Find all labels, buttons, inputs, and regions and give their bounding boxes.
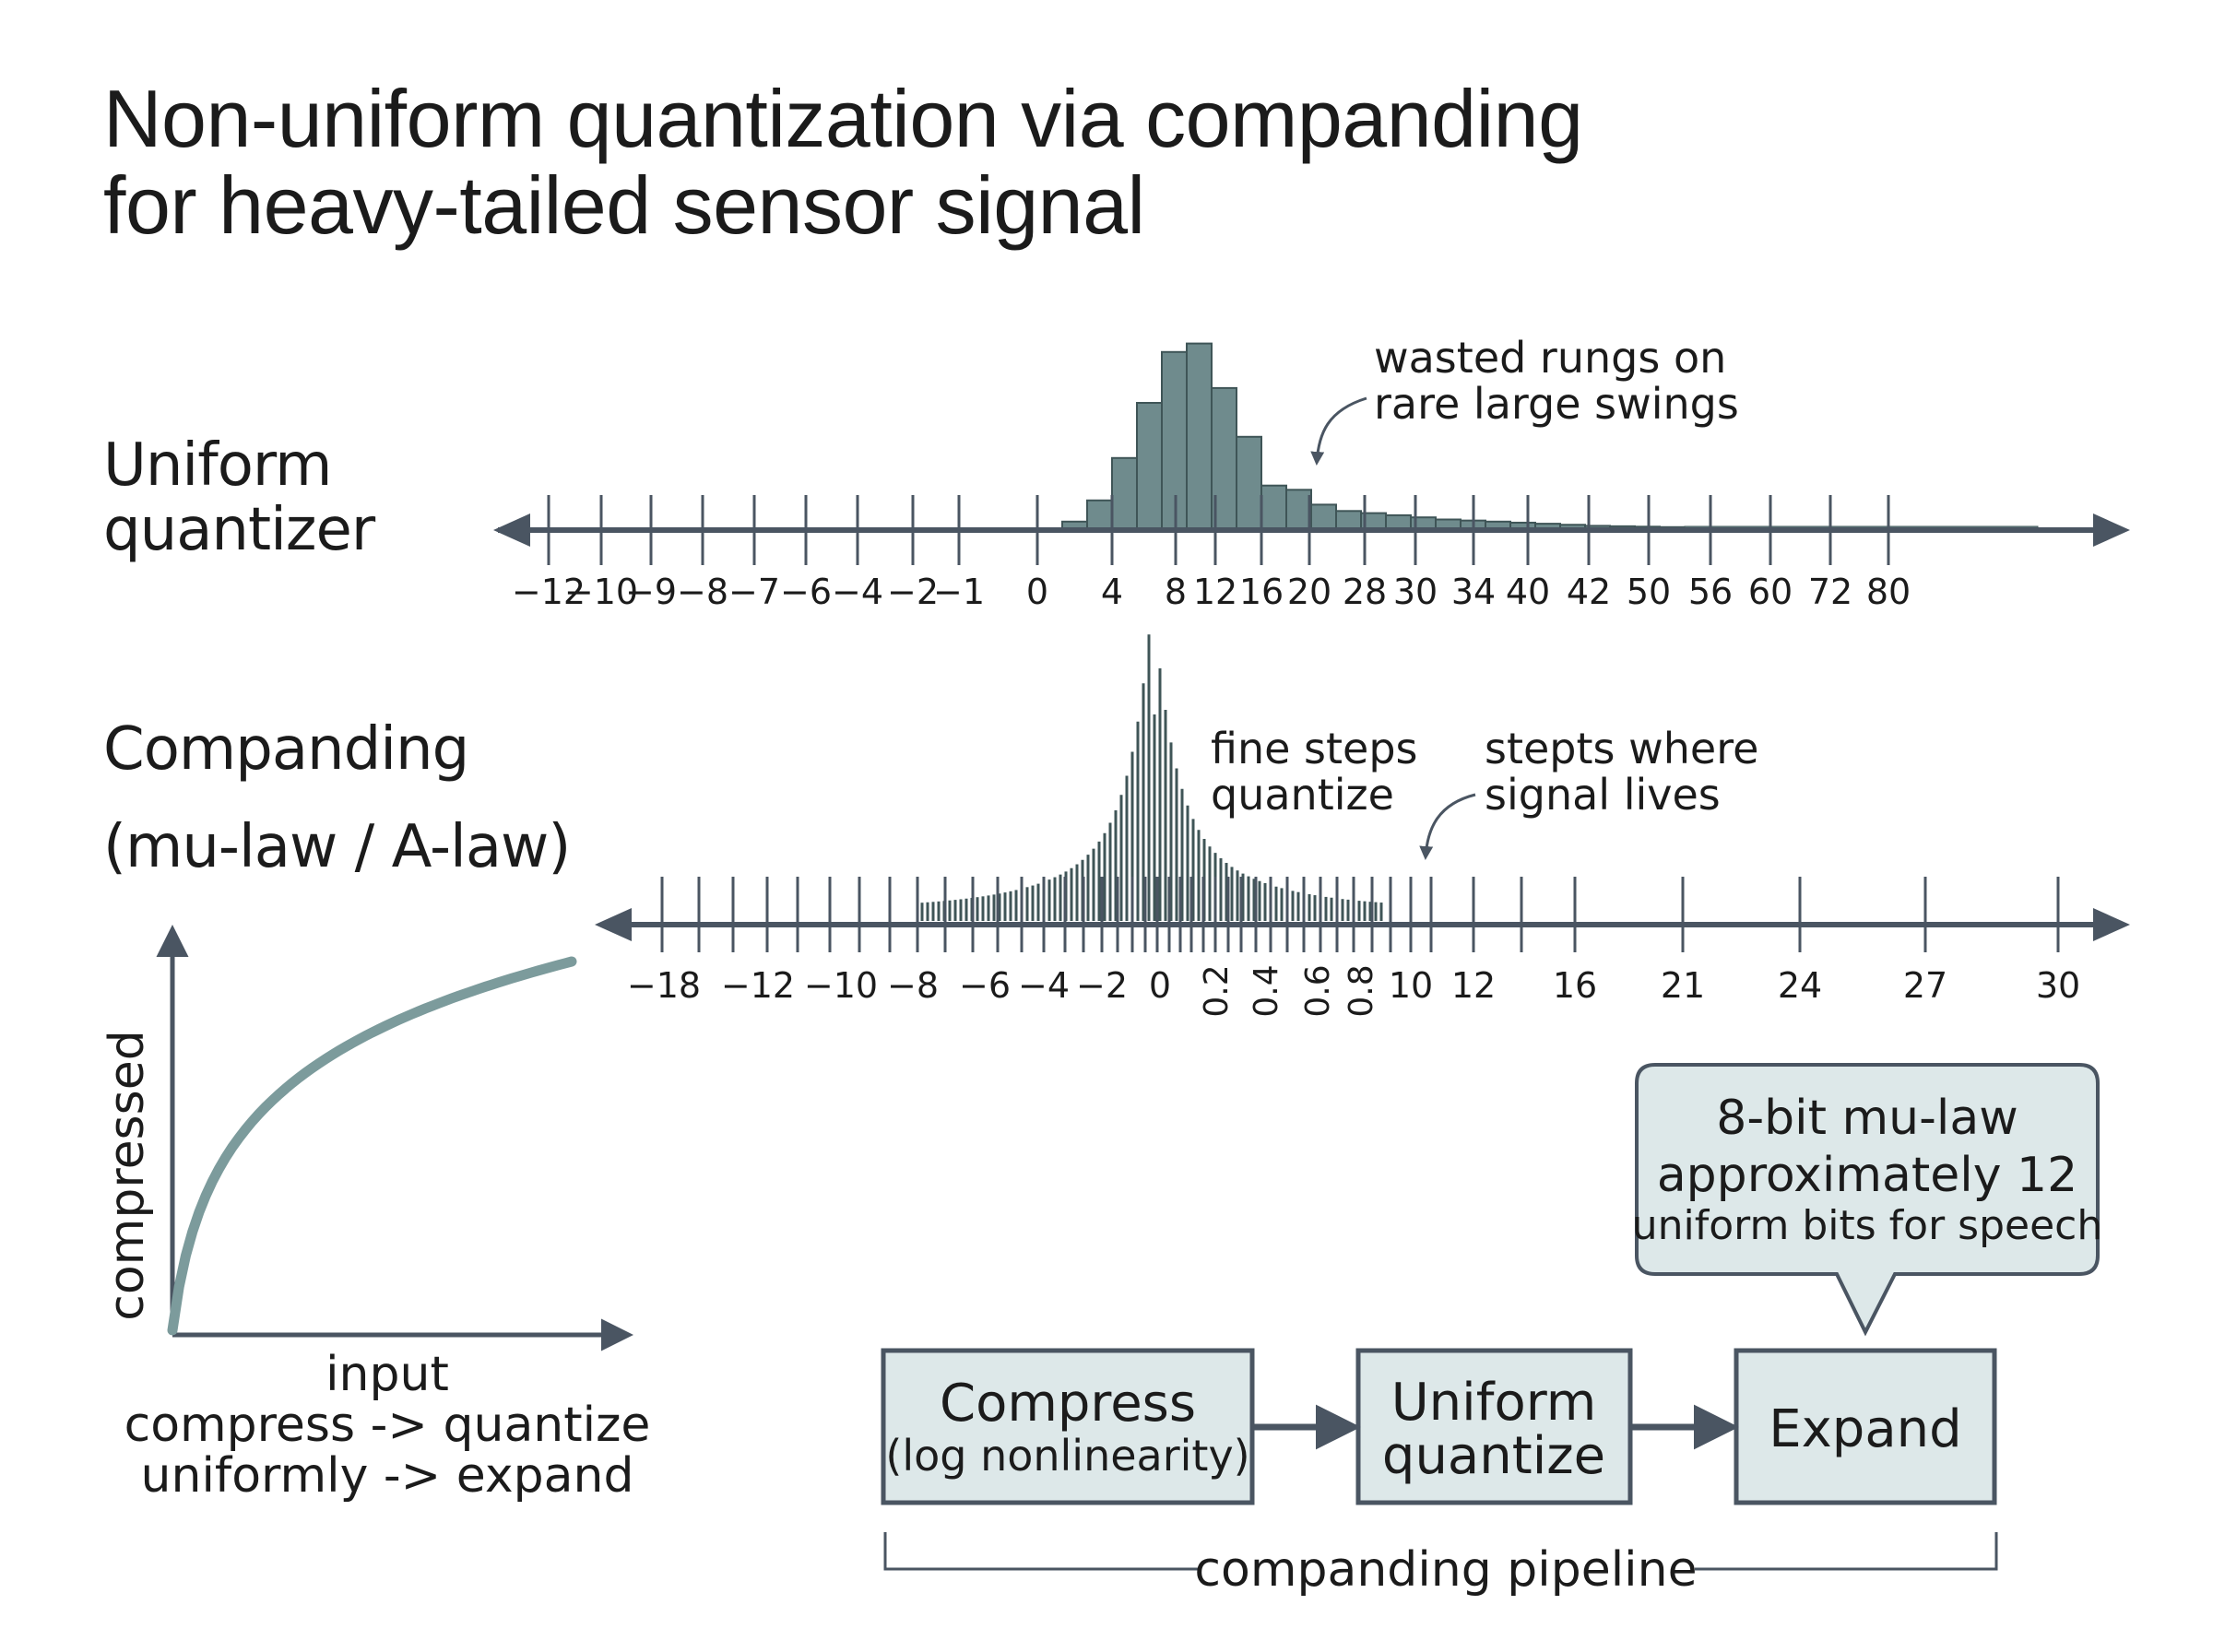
- quantize-step-title: Uniform: [1391, 1373, 1597, 1433]
- companding-tick-label: −6: [959, 965, 1011, 1006]
- uniform-tick-label: −9: [625, 572, 677, 612]
- curve-x-label: input: [325, 1347, 449, 1402]
- uniform-tick-label: 80: [1866, 572, 1911, 612]
- companding-tick-label: 0.4: [1248, 964, 1285, 1017]
- uniform-label-line-2: quantizer: [103, 496, 375, 564]
- companding-axis-right-arrow: [2093, 908, 2130, 941]
- histogram-bar: [1236, 435, 1262, 531]
- uniform-tick-label: −7: [728, 572, 780, 612]
- uniform-tick-label: 42: [1567, 572, 1611, 612]
- companding-tick-label: 24: [1778, 965, 1822, 1006]
- uniform-tick-label: 30: [1393, 572, 1438, 612]
- companding-tick-label: −2: [1076, 965, 1128, 1006]
- companding-tick-label: −10: [804, 965, 878, 1006]
- signal-annotation-line-2: signal lives: [1485, 770, 1721, 820]
- uniform-axis-right-arrow: [2093, 513, 2130, 547]
- callout-bubble: [1635, 1063, 2100, 1337]
- companding-axis-left-arrow: [595, 908, 632, 941]
- uniform-tick-label: −4: [832, 572, 883, 612]
- uniform-tick-label: 8: [1165, 572, 1187, 612]
- uniform-tick-label: 50: [1627, 572, 1671, 612]
- companding-tick-label: −18: [627, 965, 701, 1006]
- uniform-tick-label: 60: [1748, 572, 1793, 612]
- uniform-tick-label: 34: [1451, 572, 1496, 612]
- callout-line-3: uniform bits for speech: [1632, 1202, 2102, 1249]
- companding-tick-label: 21: [1661, 965, 1705, 1006]
- histogram-bar: [1186, 342, 1213, 531]
- quantize-step-subtitle: quantize: [1382, 1426, 1605, 1486]
- companding-tick-label: 16: [1553, 965, 1597, 1006]
- uniform-tick-labels: −12−10−9 −8 −7 −6 −4 −2−1 0 4 8 12 16 20 28 30 34 40 42 5…: [512, 572, 1911, 612]
- compress-step-title: Compress: [940, 1374, 1196, 1434]
- expand-step-title: Expand: [1769, 1399, 1961, 1459]
- curve-caption-line-2: uniformly -> expand: [141, 1448, 634, 1504]
- companding-tick-label: 0.6: [1299, 964, 1337, 1017]
- signal-annotation-arrow: [1419, 793, 1476, 860]
- curve-caption-line-1: compress -> quantize: [124, 1398, 651, 1453]
- companding-tick-label: 12: [1451, 965, 1496, 1006]
- histogram-bar: [1335, 510, 1362, 531]
- companding-label-line-1: Companding: [103, 715, 469, 784]
- bracket-right: [1695, 1532, 1998, 1571]
- signal-annotation-line-1: stepts where: [1485, 724, 1758, 773]
- pipeline-step-compress: Compress (log nonlinearity): [881, 1348, 1255, 1505]
- uniform-tick-label: 4: [1101, 572, 1123, 612]
- uniform-tick-label: −10: [564, 572, 638, 612]
- uniform-tick-label: −12: [512, 572, 586, 612]
- histogram-bar: [1260, 484, 1287, 532]
- pipeline-step-expand: Expand: [1734, 1348, 1997, 1505]
- uniform-tick-label: 12: [1193, 572, 1237, 612]
- uniform-tick-label: 16: [1239, 572, 1284, 612]
- uniform-tick-label: −1: [933, 572, 985, 612]
- companding-tick-label: 0.2: [1198, 964, 1236, 1017]
- uniform-tick-label: 0: [1026, 572, 1048, 612]
- companding-tick-label: −12: [721, 965, 795, 1006]
- uniform-tick-label: 28: [1343, 572, 1387, 612]
- histogram-bar: [1086, 499, 1113, 531]
- uniform-tick-label: 20: [1287, 572, 1331, 612]
- uniform-tick-label: 56: [1688, 572, 1733, 612]
- histogram-bar: [1136, 402, 1163, 531]
- companding-tick-label: 0.8: [1343, 964, 1380, 1017]
- callout-line-1: 8-bit mu-law: [1716, 1091, 2018, 1146]
- curve-y-label: compressed: [100, 1030, 155, 1320]
- histogram-bar: [1285, 489, 1312, 531]
- uniform-label-line-1: Uniform: [103, 431, 332, 500]
- uniform-axis-left-arrow: [493, 513, 530, 547]
- companding-tick-label: −4: [1018, 965, 1070, 1006]
- bracket-label: companding pipeline: [1194, 1542, 1697, 1598]
- companding-ticks: [660, 877, 2060, 952]
- companding-tick-label: 10: [1389, 965, 1433, 1006]
- pipeline-step-quantize: Uniform quantize: [1355, 1348, 1633, 1505]
- fine-steps-annotation-line-1: fine steps: [1211, 724, 1418, 773]
- fine-steps-annotation-line-2: quantize: [1211, 770, 1394, 820]
- companding-tick-labels: −18 −12 −10 −8 −6 −4 −2 0 0.2 0.4 0.6 0.8 10 12 16 21 24…: [627, 964, 2080, 1017]
- uniform-tick-label: −6: [780, 572, 832, 612]
- uniform-tick-label: 40: [1506, 572, 1550, 612]
- companding-tick-label: 30: [2036, 965, 2080, 1006]
- histogram-bar: [1310, 503, 1337, 532]
- uniform-tick-label: 72: [1808, 572, 1852, 612]
- uniform-annotation-line-2: rare large swings: [1374, 379, 1739, 429]
- companding-tick-label: 27: [1903, 965, 1947, 1006]
- compress-step-subtitle: (log nonlinearity): [885, 1431, 1249, 1481]
- uniform-ticks: [547, 495, 1890, 565]
- histogram-bar: [1111, 456, 1138, 531]
- companding-label-line-2: (mu-law / A-law): [103, 813, 571, 881]
- compression-curve: [167, 956, 577, 1336]
- uniform-tick-label: −8: [677, 572, 728, 612]
- uniform-annotation-arrow: [1310, 396, 1367, 466]
- companding-tick-label: −8: [887, 965, 939, 1006]
- companding-tick-label: 0: [1149, 965, 1171, 1006]
- title-line-2: for heavy-tailed sensor signal: [103, 159, 1145, 251]
- title-line-1: Non-uniform quantization via companding: [103, 73, 1583, 164]
- callout-line-2: approximately 12: [1657, 1148, 2077, 1203]
- uniform-annotation-line-1: wasted rungs on: [1374, 333, 1726, 383]
- uniform-tick-label: −2: [887, 572, 939, 612]
- bracket-left: [883, 1532, 1199, 1571]
